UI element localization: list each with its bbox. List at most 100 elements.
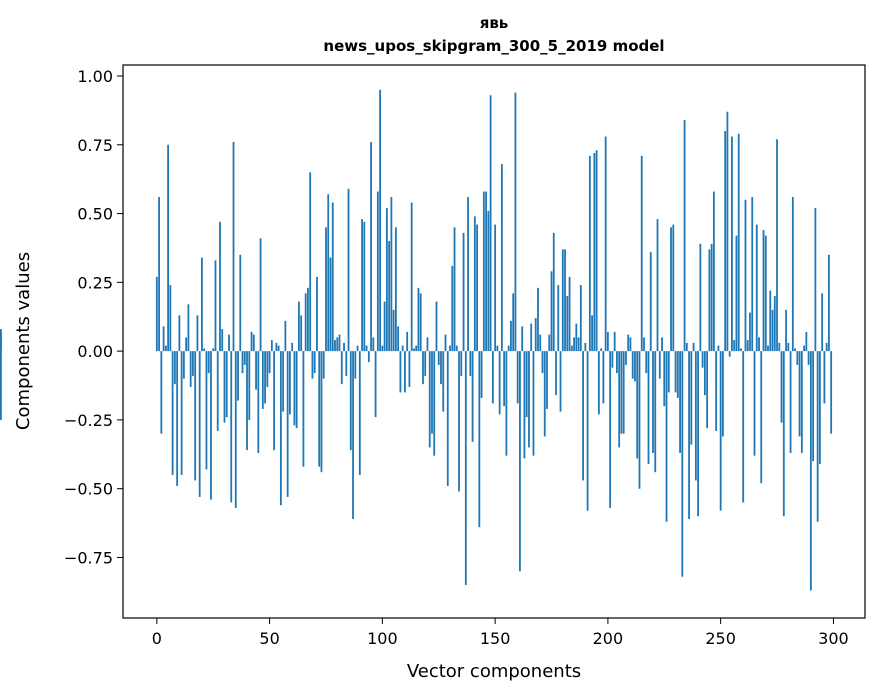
bar-77 <box>329 257 332 352</box>
bar-124 <box>435 301 438 352</box>
bar-34 <box>232 142 235 352</box>
bar-170 <box>539 334 542 352</box>
bar-99 <box>379 89 381 352</box>
bar-153 <box>500 164 503 352</box>
bar-27 <box>216 351 219 431</box>
x-tick-label: 0 <box>152 629 162 648</box>
bar-31 <box>225 351 228 418</box>
bar-155 <box>505 351 508 456</box>
bar-289 <box>807 351 810 365</box>
bar-221 <box>654 351 657 473</box>
bar-105 <box>392 309 395 352</box>
bar-72 <box>318 351 321 467</box>
bar-95 <box>370 142 372 352</box>
bar-111 <box>406 331 409 352</box>
bar-249 <box>717 345 720 352</box>
y-tick-label: 0.25 <box>77 273 113 292</box>
bar-121 <box>428 351 431 448</box>
bar-193 <box>591 315 593 352</box>
bar-235 <box>685 342 688 352</box>
bar-15 <box>189 351 192 387</box>
bar-246 <box>710 243 713 352</box>
bar-257 <box>735 235 738 352</box>
bar-67 <box>307 287 309 352</box>
bar-85 <box>347 188 350 352</box>
bar-182 <box>566 296 569 352</box>
bar-114 <box>413 348 415 352</box>
bar-268 <box>760 351 763 484</box>
bar-69 <box>311 351 314 379</box>
bar-76 <box>327 194 330 352</box>
bar-262 <box>746 340 749 352</box>
bar-139 <box>469 351 472 376</box>
bar-75 <box>325 227 327 352</box>
y-tick-label: 0.50 <box>77 205 113 224</box>
bar-176 <box>552 232 555 352</box>
bar-18 <box>196 315 199 352</box>
bar-251 <box>722 351 724 437</box>
bar-58 <box>286 351 289 497</box>
y-axis-label: Components values <box>13 252 34 430</box>
bar-57 <box>284 320 287 352</box>
x-tick-label: 100 <box>367 629 398 648</box>
bar-179 <box>559 351 562 412</box>
bar-37 <box>239 254 242 352</box>
bar-117 <box>419 293 422 352</box>
bar-128 <box>444 334 447 352</box>
bar-225 <box>663 351 666 407</box>
bar-231 <box>676 351 679 398</box>
bar-4 <box>164 345 167 352</box>
bar-229 <box>672 224 675 352</box>
bar-296 <box>823 351 826 404</box>
bar-65 <box>302 351 305 467</box>
bar-132 <box>453 227 456 352</box>
bar-62 <box>295 351 298 429</box>
bar-48 <box>264 351 266 404</box>
bar-101 <box>383 301 386 352</box>
y-tick-label: −0.50 <box>64 480 113 499</box>
bar-168 <box>534 318 537 352</box>
bar-79 <box>334 340 336 352</box>
bar-122 <box>431 351 433 434</box>
bar-8 <box>173 351 176 385</box>
bar-78 <box>331 202 334 352</box>
bar-29 <box>221 329 224 352</box>
bar-167 <box>532 351 535 456</box>
bar-43 <box>252 334 255 352</box>
bar-32 <box>228 334 230 352</box>
bar-213 <box>636 351 639 459</box>
bar-169 <box>537 287 539 352</box>
bar-40 <box>246 351 248 451</box>
bar-191 <box>586 351 589 511</box>
bar-61 <box>293 351 296 426</box>
x-tick-label: 150 <box>480 629 511 648</box>
bar-186 <box>575 323 578 352</box>
bar-211 <box>631 351 634 379</box>
bar-5 <box>167 144 169 352</box>
bar-100 <box>381 345 384 352</box>
bar-22 <box>205 351 208 470</box>
bar-210 <box>629 337 632 352</box>
bar-205 <box>618 351 621 448</box>
bar-106 <box>394 227 397 352</box>
bar-3 <box>162 326 165 352</box>
bar-281 <box>789 351 792 453</box>
bar-83 <box>343 342 345 352</box>
bar-148 <box>489 95 492 352</box>
bar-56 <box>282 351 285 412</box>
x-axis-label: Vector components <box>407 661 581 682</box>
bar-226 <box>665 351 668 522</box>
bar-11 <box>180 351 183 475</box>
bar-26 <box>214 260 217 352</box>
bar-80 <box>336 337 339 352</box>
bar-90 <box>358 351 361 475</box>
bar-130 <box>449 345 451 352</box>
bar-166 <box>530 323 533 352</box>
bar-238 <box>692 342 695 352</box>
bar-series <box>0 89 833 591</box>
bar-202 <box>611 351 614 368</box>
bar-209 <box>627 334 630 352</box>
bar-54 <box>277 345 280 352</box>
bar-102 <box>385 208 388 352</box>
